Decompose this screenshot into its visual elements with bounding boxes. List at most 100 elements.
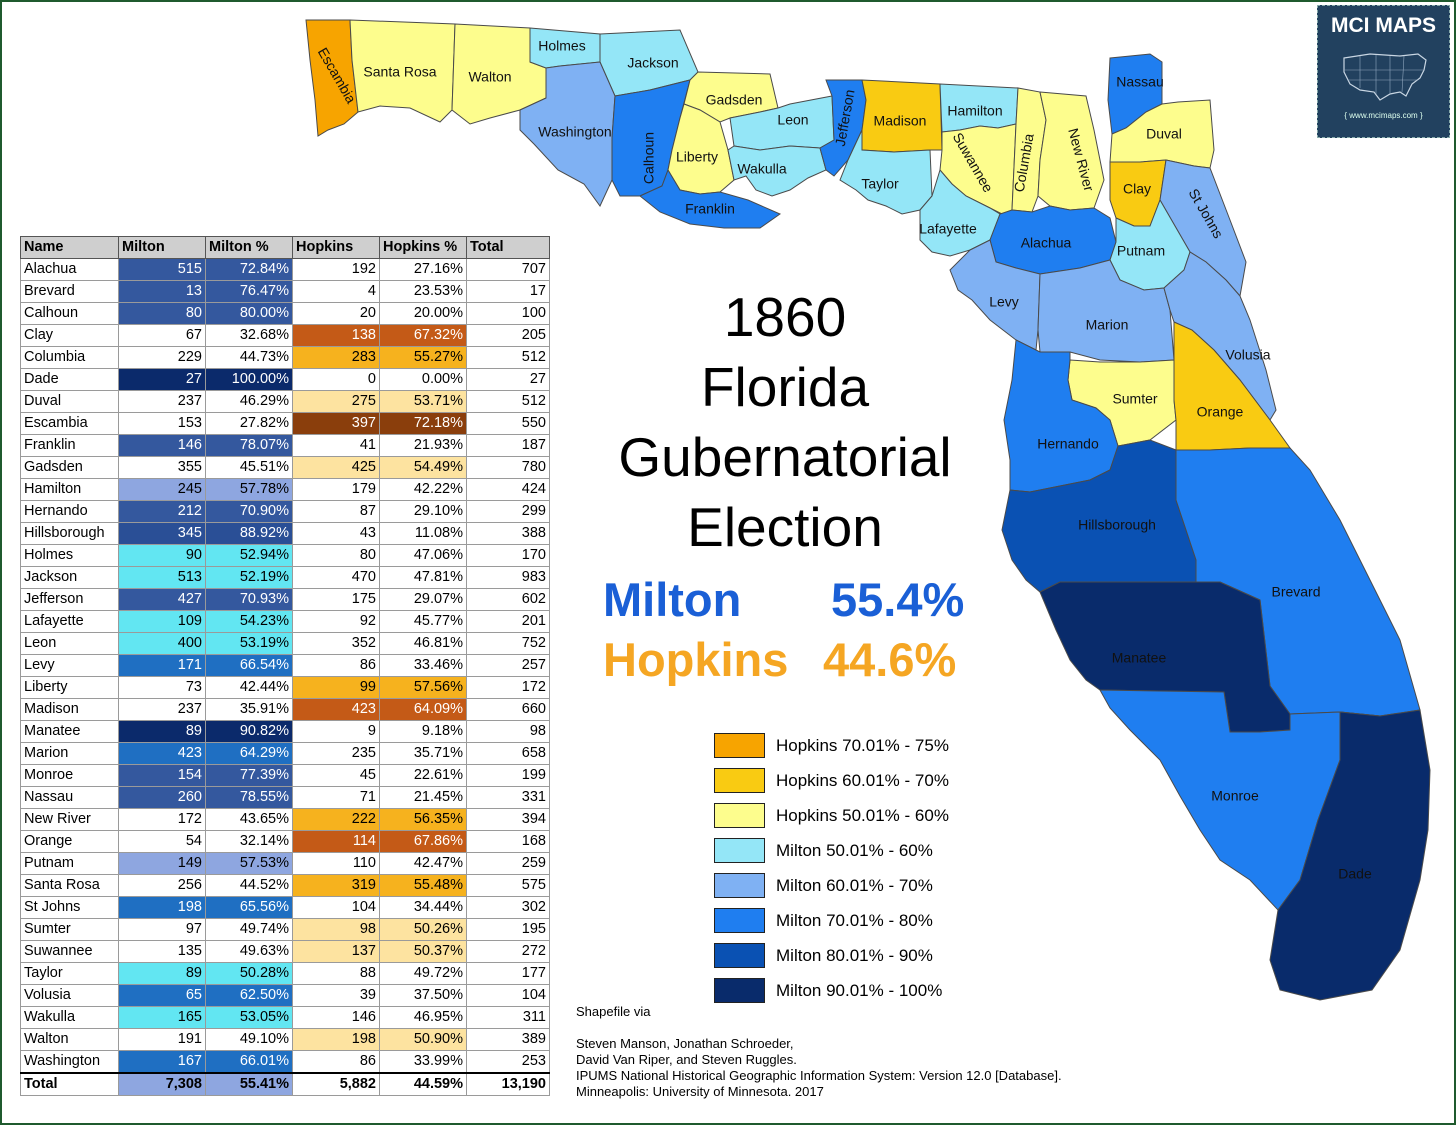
table-row: Leon 400 53.19% 352 46.81% 752: [20, 632, 550, 655]
hopkins-votes-cell: 104: [292, 896, 380, 919]
milton-name: Milton: [603, 573, 742, 626]
hopkins-pct-cell: 29.07%: [379, 588, 467, 611]
legend-label: Hopkins 60.01% - 70%: [776, 771, 949, 790]
hopkins-pct-cell: 22.61%: [379, 764, 467, 787]
hopkins-pct-cell: 21.45%: [379, 786, 467, 809]
milton-pct-cell: 64.29%: [205, 742, 293, 765]
county-label-hillsborough: Hillsborough: [1078, 517, 1156, 533]
table-row: Alachua 515 72.84% 192 27.16% 707: [20, 258, 550, 281]
milton-pct-cell: 53.19%: [205, 632, 293, 655]
milton-votes-cell: 212: [118, 500, 206, 523]
county-label-marion: Marion: [1086, 317, 1129, 333]
county-label-duval: Duval: [1146, 126, 1182, 142]
hopkins-pct-cell: 50.90%: [379, 1028, 467, 1051]
milton-pct-cell: 44.73%: [205, 346, 293, 369]
milton-votes-cell: 90: [118, 544, 206, 567]
county-wakulla: [727, 145, 827, 197]
county-name-cell: Sumter: [20, 918, 119, 941]
milton-pct-cell: 32.68%: [205, 324, 293, 347]
hopkins-pct-cell: 45.77%: [379, 610, 467, 633]
hopkins-pct: 44.6%: [823, 633, 957, 686]
table-row: Dade 27 100.00% 0 0.00% 27: [20, 368, 550, 391]
county-name-cell: Washington: [20, 1050, 119, 1074]
milton-pct-cell: 49.10%: [205, 1028, 293, 1051]
county-label-gadsden: Gadsden: [706, 92, 763, 108]
header-hopkins-pct: Hopkins %: [379, 236, 467, 259]
hopkins-pct-cell: 49.72%: [379, 962, 467, 985]
hopkins-pct-cell: 47.81%: [379, 566, 467, 589]
county-name-cell: Alachua: [20, 258, 119, 281]
county-label-manatee: Manatee: [1112, 650, 1167, 666]
milton-votes-cell: 513: [118, 566, 206, 589]
hopkins-pct-cell: 54.49%: [379, 456, 467, 479]
hopkins-votes-cell: 9: [292, 720, 380, 743]
milton-pct-cell: 50.28%: [205, 962, 293, 985]
county-name-cell: Hillsborough: [20, 522, 119, 545]
milton-votes-cell: 135: [118, 940, 206, 963]
table-row: Walton 191 49.10% 198 50.90% 389: [20, 1028, 550, 1051]
milton-votes-cell: 97: [118, 918, 206, 941]
table-row: Wakulla 165 53.05% 146 46.95% 311: [20, 1006, 550, 1029]
hopkins-name: Hopkins: [603, 633, 789, 686]
table-row: Nassau 260 78.55% 71 21.45% 331: [20, 786, 550, 809]
county-name-cell: Brevard: [20, 280, 119, 303]
milton-pct-cell: 52.94%: [205, 544, 293, 567]
legend-swatch: [714, 873, 765, 898]
milton-votes-cell: 355: [118, 456, 206, 479]
county-name-cell: Leon: [20, 632, 119, 655]
hopkins-votes-cell: 397: [292, 412, 380, 435]
hopkins-pct-cell: 27.16%: [379, 258, 467, 281]
table-row: Liberty 73 42.44% 99 57.56% 172: [20, 676, 550, 699]
table-row: Taylor 89 50.28% 88 49.72% 177: [20, 962, 550, 985]
county-name-cell: Orange: [20, 830, 119, 853]
county-label-madison: Madison: [874, 113, 927, 129]
milton-votes-cell: 260: [118, 786, 206, 809]
logo-url: { www.mcimaps.com }: [1344, 111, 1423, 120]
hopkins-pct-cell: 50.26%: [379, 918, 467, 941]
milton-votes-cell: 256: [118, 874, 206, 897]
hopkins-pct-cell: 34.44%: [379, 896, 467, 919]
results-table: Name Milton Milton % Hopkins Hopkins % T…: [20, 236, 550, 1096]
total-votes-cell: 98: [466, 720, 550, 743]
hopkins-votes-cell: 146: [292, 1006, 380, 1029]
milton-votes-cell: 13: [118, 280, 206, 303]
county-label-sumter: Sumter: [1112, 391, 1157, 407]
total-votes-cell: 257: [466, 654, 550, 677]
hopkins-pct-cell: 42.47%: [379, 852, 467, 875]
legend-label: Milton 70.01% - 80%: [776, 911, 933, 930]
source-line: IPUMS National Historical Geographic Inf…: [576, 1068, 1062, 1083]
county-label-liberty: Liberty: [676, 149, 718, 165]
table-row: Clay 67 32.68% 138 67.32% 205: [20, 324, 550, 347]
milton-pct-cell: 76.47%: [205, 280, 293, 303]
county-label-hamilton: Hamilton: [947, 103, 1002, 119]
mci-maps-logo: MCI MAPS { www.mcimaps.com }: [1317, 5, 1450, 138]
milton-pct-cell: 57.53%: [205, 852, 293, 875]
milton-pct-cell: 88.92%: [205, 522, 293, 545]
total-votes-cell: 780: [466, 456, 550, 479]
hopkins-votes-cell: 423: [292, 698, 380, 721]
total-votes-cell: 658: [466, 742, 550, 765]
table-row: Manatee 89 90.82% 9 9.18% 98: [20, 720, 550, 743]
total-votes-cell: 199: [466, 764, 550, 787]
hopkins-votes-cell: 352: [292, 632, 380, 655]
county-label-lafayette: Lafayette: [919, 221, 977, 237]
milton-pct-cell: 65.56%: [205, 896, 293, 919]
milton-pct-cell: 70.93%: [205, 588, 293, 611]
milton-pct-cell: 52.19%: [205, 566, 293, 589]
source-citation: Shapefile via Steven Manson, Jonathan Sc…: [576, 1004, 1062, 1100]
header-milton-pct: Milton %: [205, 236, 293, 259]
hopkins-votes-cell: 88: [292, 962, 380, 985]
hopkins-votes-cell: 87: [292, 500, 380, 523]
total-votes-cell: 299: [466, 500, 550, 523]
milton-pct-cell: 57.78%: [205, 478, 293, 501]
hopkins-pct-cell: 0.00%: [379, 368, 467, 391]
hopkins-pct-cell: 67.86%: [379, 830, 467, 853]
hopkins-votes-cell: 0: [292, 368, 380, 391]
total-votes-cell: 394: [466, 808, 550, 831]
milton-votes-cell: 515: [118, 258, 206, 281]
milton-pct-cell: 100.00%: [205, 368, 293, 391]
total-votes-cell: 660: [466, 698, 550, 721]
title-line-year: 1860: [723, 286, 847, 348]
milton-votes-cell: 89: [118, 720, 206, 743]
milton-votes-cell: 165: [118, 1006, 206, 1029]
